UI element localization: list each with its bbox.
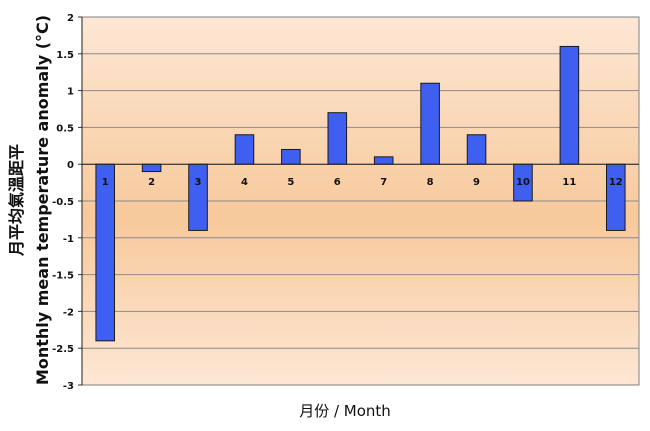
y-tick-label: -0.5 xyxy=(52,197,74,208)
labels: 21.510.50-0.5-1-1.5-2-2.5-31 2 3 4 5 6 7 8 9 10 11… xyxy=(52,13,623,392)
x-tick-label: 2 xyxy=(148,177,155,188)
bar-month-7 xyxy=(373,156,394,165)
x-tick-label: 5 xyxy=(287,177,294,188)
bar-month-8 xyxy=(420,82,440,165)
bar-month-9 xyxy=(466,134,487,165)
y-tick-label: -2.5 xyxy=(52,344,74,355)
x-axis-title: 月份 / Month xyxy=(299,402,391,420)
y-tick-label: 0.5 xyxy=(56,123,74,134)
bar-month-3 xyxy=(188,163,208,231)
bars xyxy=(95,45,626,342)
x-tick-label: 11 xyxy=(562,177,576,188)
x-tick-label: 1 xyxy=(102,177,109,188)
x-tick-label: 9 xyxy=(473,177,480,188)
x-tick-label: 6 xyxy=(334,177,341,188)
y-tick-label: 2 xyxy=(67,13,74,24)
y-tick-label: -3 xyxy=(63,381,74,392)
axes xyxy=(78,16,639,386)
y-axis-title-en: Monthly mean temperature anomaly (°C) xyxy=(33,15,52,385)
y-tick-label: 1.5 xyxy=(56,50,74,61)
bar-month-11 xyxy=(559,45,580,165)
y-axis-title-zh: 月平均氣溫距平 xyxy=(7,144,26,257)
y-tick-label: -2 xyxy=(63,307,74,318)
bar-month-2 xyxy=(141,163,162,173)
y-tick-label: 0 xyxy=(67,160,74,171)
y-tick-label: -1 xyxy=(63,234,74,245)
x-tick-label: 8 xyxy=(427,177,434,188)
x-tick-label: 7 xyxy=(380,177,387,188)
x-tick-label: 12 xyxy=(609,177,623,188)
bar-month-6 xyxy=(327,112,348,165)
y-tick-label: -1.5 xyxy=(52,271,74,282)
x-tick-label: 10 xyxy=(516,177,530,188)
bar-month-12 xyxy=(606,163,626,231)
bar-month-5 xyxy=(281,148,301,165)
y-tick-label: 1 xyxy=(67,87,74,98)
x-tick-label: 3 xyxy=(195,177,202,188)
gridlines xyxy=(82,53,639,349)
bar-month-4 xyxy=(234,134,255,165)
bar-month-1 xyxy=(95,163,115,342)
x-tick-label: 4 xyxy=(241,177,248,188)
